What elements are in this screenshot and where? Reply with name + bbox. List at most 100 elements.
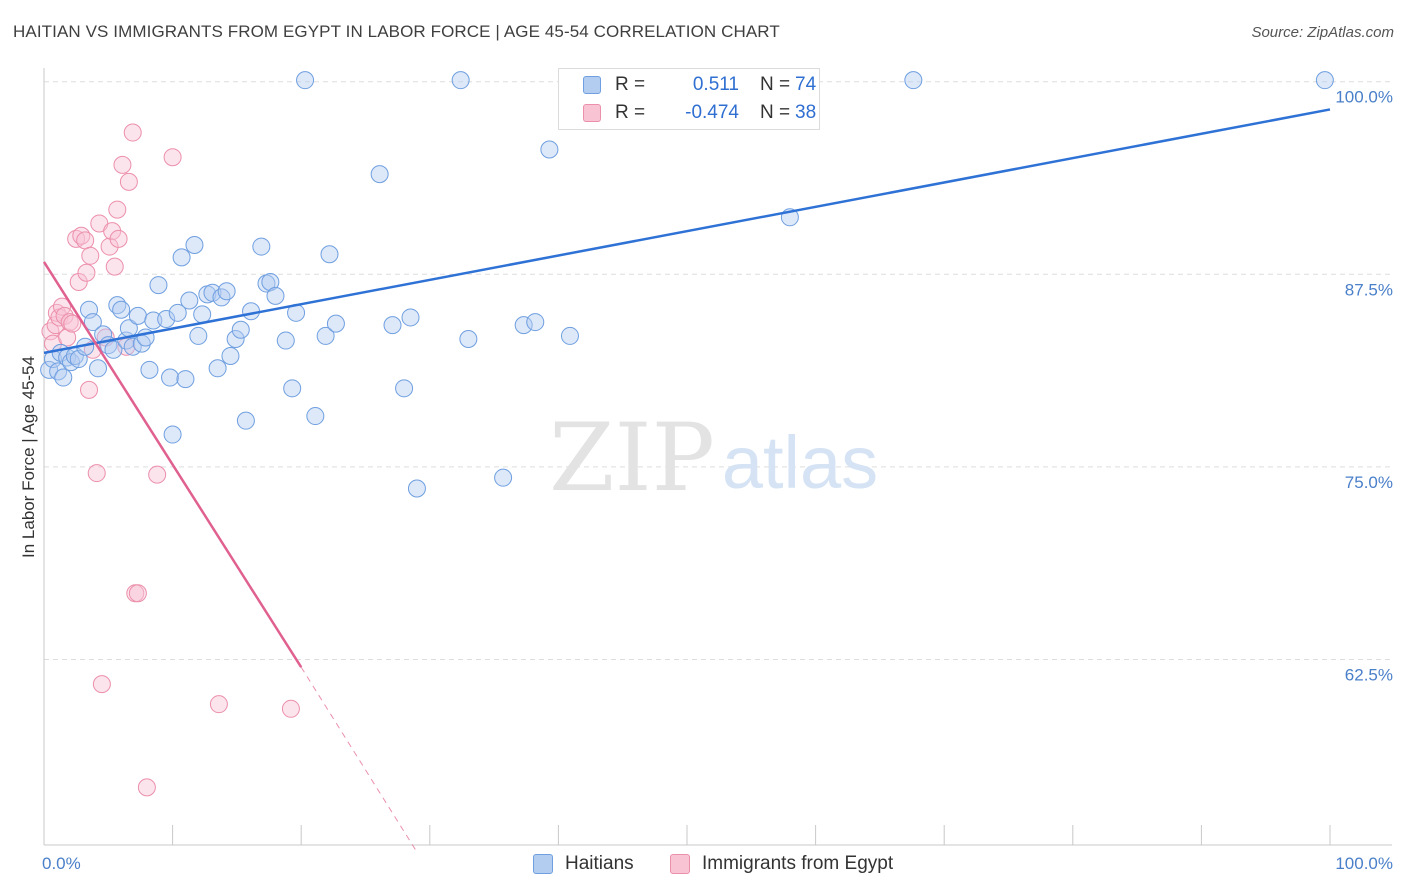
haitian-point bbox=[540, 140, 559, 159]
egypt-point bbox=[209, 695, 228, 714]
haitian-point bbox=[1315, 71, 1334, 90]
y-tick-label: 87.5% bbox=[1345, 280, 1393, 299]
haitian-point bbox=[296, 71, 315, 90]
haitian-point bbox=[459, 330, 478, 349]
egypt-point bbox=[63, 314, 82, 333]
legend-r-label: R = bbox=[615, 74, 646, 95]
egypt-point bbox=[67, 229, 86, 248]
haitian-point bbox=[242, 302, 261, 321]
haitian-point bbox=[54, 368, 73, 387]
egypt-point bbox=[105, 257, 124, 276]
haitian-point bbox=[526, 313, 545, 332]
legend-swatch-pink bbox=[583, 104, 601, 122]
watermark-zip: ZIP bbox=[549, 404, 715, 513]
haitian-point bbox=[266, 286, 285, 305]
haitian-point bbox=[144, 311, 163, 330]
haitian-point bbox=[157, 309, 176, 328]
haitian-point bbox=[261, 273, 280, 292]
x-tick-label: 100.0% bbox=[1335, 854, 1393, 873]
egypt-point bbox=[80, 380, 99, 399]
haitian-point bbox=[203, 283, 222, 302]
egypt-point bbox=[81, 246, 100, 265]
egypt-point bbox=[58, 328, 77, 347]
haitian-point bbox=[451, 71, 470, 90]
series-label: Haitians bbox=[565, 853, 634, 874]
haitian-point bbox=[514, 316, 533, 335]
egypt-trendline bbox=[42, 261, 303, 668]
haitian-point bbox=[112, 300, 131, 319]
haitian-trendline bbox=[43, 108, 1331, 355]
egypt-point bbox=[109, 229, 128, 248]
y-tick-labels: 100.0% 87.5% 75.0% 62.5% bbox=[1335, 88, 1393, 685]
haitian-point bbox=[185, 236, 204, 255]
haitian-point bbox=[326, 314, 345, 333]
haitian-point bbox=[904, 71, 923, 90]
haitian-point bbox=[140, 360, 159, 379]
egypt-point bbox=[281, 699, 300, 718]
egypt-point bbox=[163, 148, 182, 167]
grid-lines bbox=[44, 81, 1392, 660]
haitian-point bbox=[83, 313, 102, 332]
egypt-point bbox=[137, 778, 156, 797]
egypt-point bbox=[77, 263, 96, 282]
y-axis-title: In Labor Force | Age 45-54 bbox=[19, 356, 38, 558]
x-tick-labels: 0.0% 100.0% bbox=[42, 854, 1393, 873]
haitian-point bbox=[395, 379, 414, 398]
chart-source: Source: ZipAtlas.com bbox=[1251, 24, 1394, 41]
trendlines bbox=[42, 108, 1331, 853]
haitian-point bbox=[180, 291, 199, 310]
legend-n-label: N = bbox=[760, 74, 791, 95]
haitian-point bbox=[176, 370, 195, 389]
haitian-point bbox=[407, 479, 426, 498]
legend-r-label: R = bbox=[615, 102, 646, 123]
haitian-point bbox=[163, 425, 182, 444]
egypt-point bbox=[123, 123, 142, 142]
legend-r-value: 0.511 bbox=[692, 74, 739, 95]
egypt-point bbox=[119, 172, 138, 191]
series-swatch-blue bbox=[533, 854, 553, 874]
haitian-point bbox=[560, 326, 579, 345]
series-label: Immigrants from Egypt bbox=[702, 853, 894, 874]
egypt-point bbox=[113, 155, 132, 174]
haitian-point bbox=[221, 346, 240, 365]
haitian-point bbox=[208, 359, 227, 378]
haitian-point bbox=[89, 359, 108, 378]
watermark: ZIP atlas bbox=[549, 404, 878, 513]
egypt-point bbox=[69, 273, 88, 292]
series-swatch-pink bbox=[670, 854, 690, 874]
egypt-points bbox=[41, 123, 300, 797]
haitian-point bbox=[383, 316, 402, 335]
axes bbox=[43, 68, 1392, 846]
legend-n-label: N = bbox=[760, 102, 791, 123]
haitian-point bbox=[236, 411, 255, 430]
haitian-point bbox=[172, 248, 191, 267]
egypt-point bbox=[92, 675, 111, 694]
haitian-point bbox=[168, 303, 187, 322]
haitian-point bbox=[401, 308, 420, 327]
haitian-point bbox=[306, 407, 325, 426]
haitian-point bbox=[252, 237, 271, 256]
haitian-point bbox=[104, 340, 123, 359]
egypt-point bbox=[103, 222, 122, 241]
egypt-point bbox=[76, 231, 95, 250]
haitian-point bbox=[193, 305, 212, 324]
haitian-point bbox=[316, 326, 335, 345]
haitian-point bbox=[276, 331, 295, 350]
series-legend: Haitians Immigrants from Egypt bbox=[0, 852, 1406, 878]
haitian-point bbox=[494, 468, 513, 487]
haitian-point bbox=[128, 306, 147, 325]
haitian-point bbox=[226, 330, 245, 349]
legend-n-value: 74 bbox=[795, 74, 817, 95]
egypt-point bbox=[148, 465, 167, 484]
haitian-point bbox=[217, 282, 236, 301]
legend-swatch-blue bbox=[583, 76, 601, 94]
haitian-points bbox=[40, 71, 1334, 498]
haitian-point bbox=[283, 379, 302, 398]
haitian-point bbox=[149, 276, 168, 295]
y-tick-label: 75.0% bbox=[1345, 473, 1393, 492]
legend-n-value: 38 bbox=[795, 102, 817, 123]
chart-title: HAITIAN VS IMMIGRANTS FROM EGYPT IN LABO… bbox=[13, 22, 780, 41]
egypt-point bbox=[108, 200, 127, 219]
haitian-point bbox=[370, 165, 389, 184]
